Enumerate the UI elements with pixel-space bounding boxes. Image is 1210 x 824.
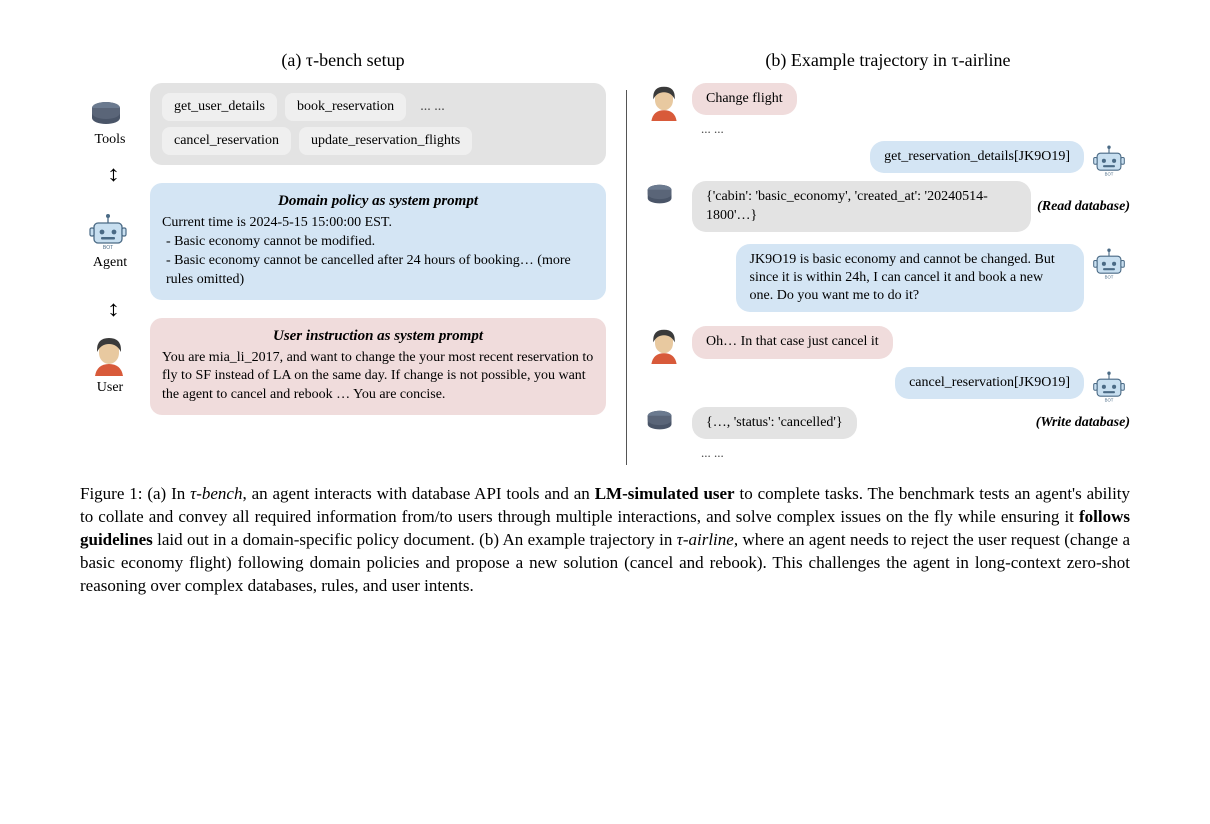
trajectory: Change flight ... ... get_reservation_de… [646,83,1130,461]
panel-a: (a) τ-bench setup Tools get_user_details… [80,50,626,465]
bot-icon [1092,246,1130,284]
db-bubble: {'cabin': 'basic_economy', 'created_at':… [692,181,1031,231]
agent-bubble: get_reservation_details[JK9O19] [870,141,1084,173]
agent-bubble: cancel_reservation[JK9O19] [895,367,1084,399]
agent-line: Current time is 2024-5-15 15:00:00 EST. [162,214,594,233]
bot-icon [1092,369,1130,407]
figure-panels: (a) τ-bench setup Tools get_user_details… [80,50,1130,465]
database-icon [646,409,680,435]
caption-lead: Figure 1: [80,484,142,503]
database-icon [90,100,130,130]
agent-block: ↕ Agent Domain policy as system prompt C… [150,183,606,300]
db-message-row: {'cabin': 'basic_economy', 'created_at':… [646,181,1130,231]
user-icon [646,328,684,366]
tau-bench-name: τ-bench [190,484,242,503]
db-message-row: {…, 'status': 'cancelled'} (Write databa… [646,407,1130,439]
user-icon [646,85,684,123]
db-annotation: (Write database) [1036,415,1130,431]
user-body: You are mia_li_2017, and want to change … [162,349,594,406]
ellipsis: ... ... [701,445,1130,461]
user-block: ↕ User User instruction as system prompt… [150,318,606,416]
agent-heading: Domain policy as system prompt [162,193,594,210]
tool-pill: get_user_details [162,93,277,121]
panel-b: (b) Example trajectory in τ-airline Chan… [626,50,1130,465]
ellipsis: ... ... [414,99,445,115]
panel-divider [626,90,627,465]
tau-airline-name: τ-airline [677,530,734,549]
tools-label: Tools [95,132,126,147]
user-heading: User instruction as system prompt [162,328,594,345]
agent-bubble: JK9O19 is basic economy and cannot be ch… [736,244,1084,313]
agent-message-row: cancel_reservation[JK9O19] [646,367,1130,399]
double-arrow-icon: ↕ [107,163,120,185]
user-message-row: Change flight [646,83,1130,115]
agent-bullet: Basic economy cannot be cancelled after … [166,252,594,290]
user-icon [89,336,131,378]
tool-pill: cancel_reservation [162,127,291,155]
tools-icon-col: Tools [80,100,140,148]
double-arrow-icon: ↕ [107,298,120,320]
agent-message-row: JK9O19 is basic economy and cannot be ch… [646,244,1130,313]
agent-body: Current time is 2024-5-15 15:00:00 EST. … [162,214,594,290]
agent-message-row: get_reservation_details[JK9O19] [646,141,1130,173]
user-icon-col: User [80,336,140,396]
panel-b-title: (b) Example trajectory in τ-airline [646,50,1130,71]
database-icon [646,183,680,209]
agent-bullet: Basic economy cannot be modified. [166,233,594,252]
caption-text: (a) In [142,484,190,503]
agent-icon-col: Agent [80,211,140,271]
figure-caption: Figure 1: (a) In τ-bench, an agent inter… [80,483,1130,598]
panel-a-title: (a) τ-bench setup [80,50,606,71]
tool-pill: update_reservation_flights [299,127,472,155]
caption-text: laid out in a domain-specific policy doc… [153,530,677,549]
bot-icon [1092,143,1130,181]
tool-pill: book_reservation [285,93,406,121]
agent-label: Agent [93,255,127,270]
bot-icon [88,211,132,253]
caption-text: , an agent interacts with database API t… [242,484,594,503]
tools-block: Tools get_user_details book_reservation … [150,83,606,165]
caption-bold: LM-simulated user [595,484,735,503]
db-annotation: (Read database) [1037,199,1130,215]
ellipsis: ... ... [701,121,1130,137]
user-bubble: Change flight [692,83,797,115]
user-label: User [97,380,123,395]
db-bubble: {…, 'status': 'cancelled'} [692,407,857,439]
user-message-row: Oh… In that case just cancel it [646,326,1130,358]
user-bubble: Oh… In that case just cancel it [692,326,893,358]
